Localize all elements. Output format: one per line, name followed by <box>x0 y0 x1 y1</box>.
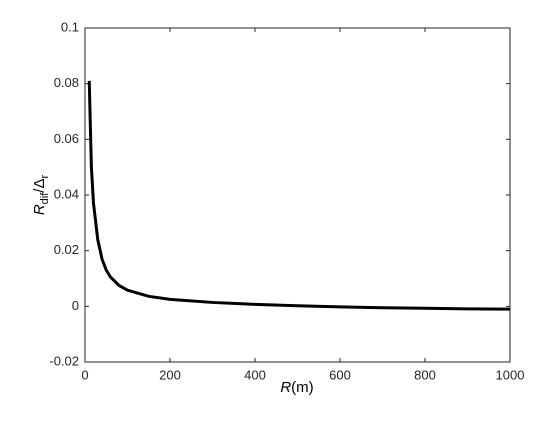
y-tick-label: 0.06 <box>54 131 79 146</box>
x-label-unit: (m) <box>291 379 314 396</box>
x-tick-label: 0 <box>81 367 88 382</box>
y-tick-label: 0 <box>72 298 79 313</box>
x-tick-label: 1000 <box>496 367 525 382</box>
x-tick-label: 200 <box>159 367 181 382</box>
y-label-sub: dif <box>39 192 51 205</box>
axes-box <box>84 27 511 363</box>
y-tick-label: -0.02 <box>49 353 79 368</box>
y-label-sub2: r <box>39 175 51 179</box>
data-line <box>87 80 511 311</box>
y-tick-label: 0.04 <box>54 186 79 201</box>
y-label-var: R <box>31 204 48 215</box>
y-tick-label: 0.1 <box>61 19 79 34</box>
x-axis-label: R(m) <box>280 379 313 396</box>
x-tick-label: 800 <box>414 367 436 382</box>
y-tick-label: 0.08 <box>54 75 79 90</box>
y-label-sep: /Δ <box>31 179 48 193</box>
x-tick-label: 400 <box>244 367 266 382</box>
y-axis-label: Rdif/Δr <box>31 175 51 216</box>
x-tick-label: 600 <box>329 367 351 382</box>
y-tick-label: 0.02 <box>54 242 79 257</box>
x-label-var: R <box>280 379 291 396</box>
